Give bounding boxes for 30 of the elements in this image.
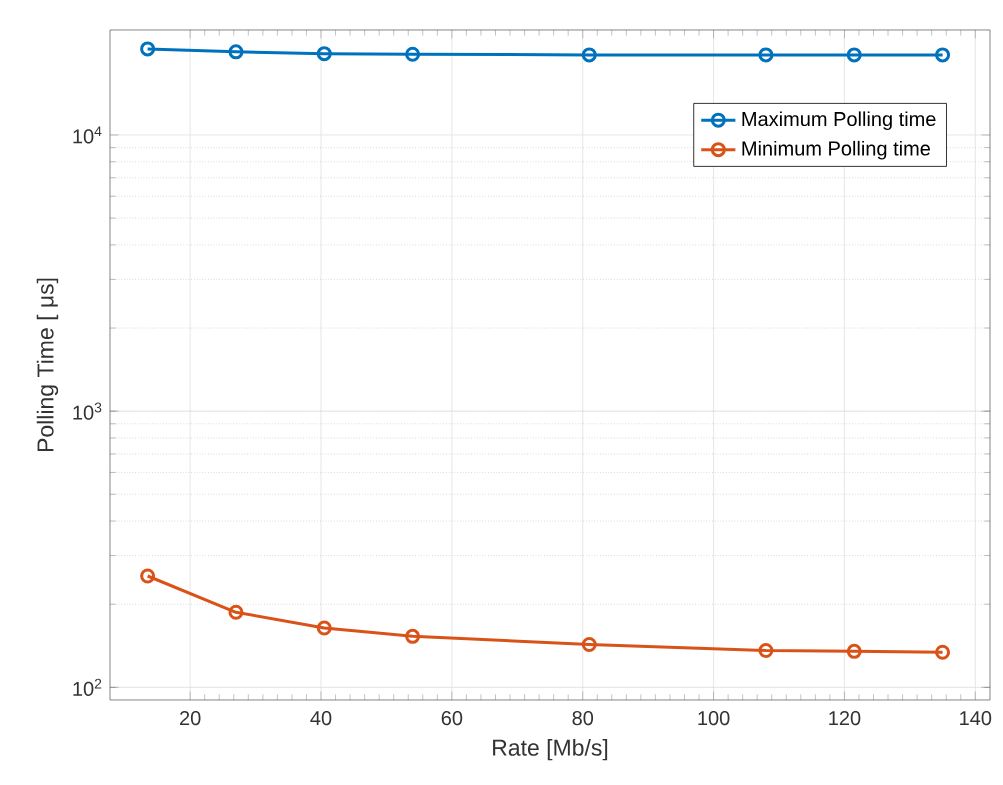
x-axis-title: Rate [Mb/s] [493,738,608,761]
y-axis-title: Polling Time [ μs] [36,278,59,452]
point [316,620,332,636]
point [140,41,156,57]
y-tick-label: 10$^{3}$ [73,402,102,420]
x-tick-label: 80 [572,711,594,726]
x-tick-label: 140 [960,711,992,726]
x-tick-label: 60 [441,711,463,726]
y-tick-label: 10$^{4}$ [73,126,102,144]
x-tick-label: 20 [180,711,201,726]
point [140,568,156,584]
point [935,644,951,660]
x-tick-label: 40 [310,711,332,726]
x-tick-label: 100 [698,711,730,726]
point [581,47,597,63]
x-tick-label: 120 [829,711,861,726]
point [228,604,244,620]
legend-label: Maximum Polling time [742,111,936,131]
point [228,44,244,60]
point [758,642,774,658]
point [758,47,774,63]
point [405,628,421,644]
point [846,643,862,659]
point [405,46,421,62]
point [935,47,951,63]
point [316,46,332,62]
legend-label: Minimum Polling time [742,140,930,160]
point [846,47,862,63]
y-tick-label: 10$^{2}$ [73,678,102,696]
point [581,636,597,652]
